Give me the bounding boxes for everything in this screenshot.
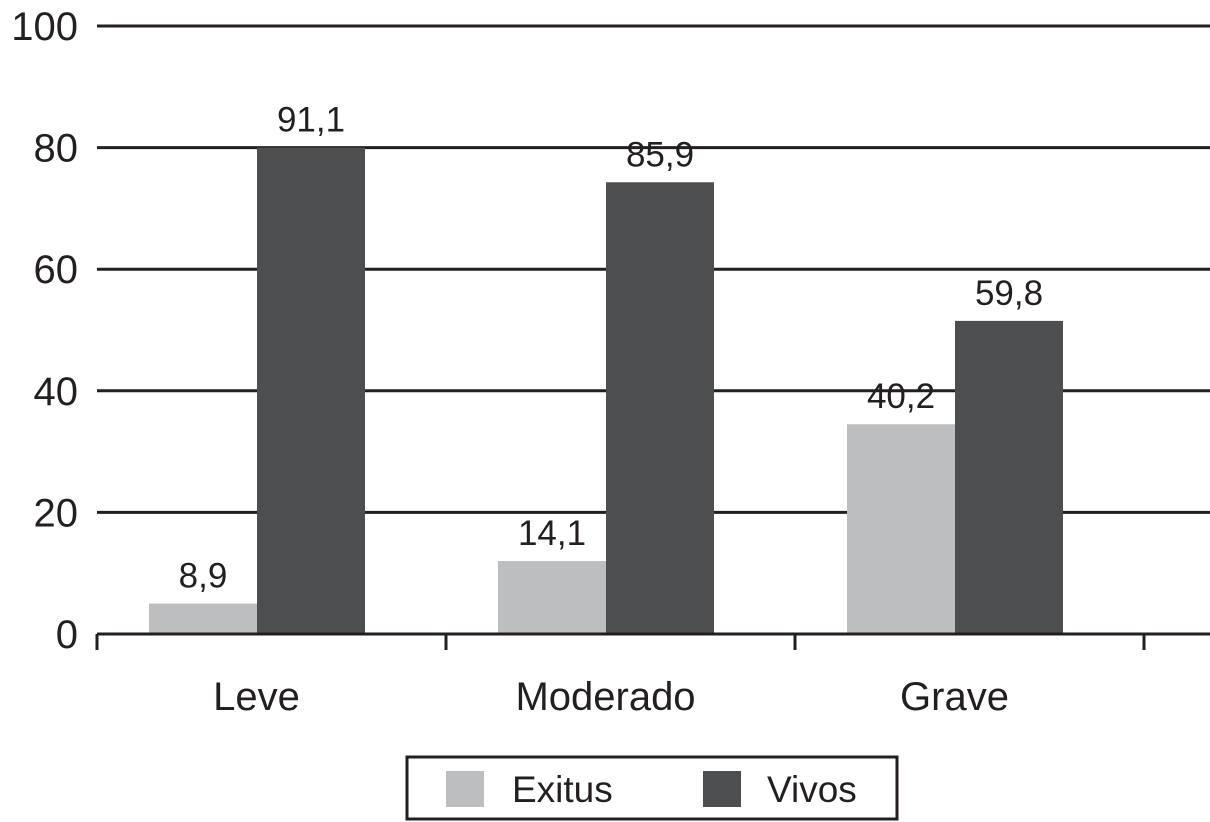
y-tick-label: 20	[34, 491, 79, 535]
y-tick-label: 80	[34, 127, 79, 171]
category-label: Moderado	[515, 675, 695, 719]
y-axis-ticks: 0 20 40 60 80 100	[11, 5, 78, 657]
category-label: Grave	[900, 675, 1009, 719]
x-axis	[95, 632, 1146, 650]
data-label: 85,9	[626, 135, 694, 174]
bar-vivos-leve	[257, 147, 365, 634]
category-labels: Leve Moderado Grave	[213, 675, 1009, 719]
data-label: 8,9	[179, 557, 228, 596]
legend-swatch-exitus	[446, 771, 484, 807]
data-label: 40,2	[867, 377, 935, 416]
data-label: 14,1	[518, 514, 586, 553]
bar-vivos-moderado	[606, 182, 714, 635]
bar-exitus-leve	[149, 603, 257, 634]
data-labels: 8,9 91,1 14,1 85,9 40,2 59,8	[179, 101, 1043, 596]
legend: Exitus Vivos	[405, 755, 899, 821]
bars	[149, 147, 1063, 635]
legend-label: Vivos	[767, 769, 857, 810]
y-tick-label: 40	[34, 370, 79, 414]
y-tick-label: 100	[11, 5, 78, 49]
legend-box	[405, 755, 899, 821]
bar-exitus-moderado	[498, 561, 606, 634]
bar-vivos-grave	[955, 320, 1063, 634]
y-tick-label: 60	[34, 248, 79, 292]
legend-swatch-vivos	[703, 771, 741, 807]
bar-exitus-grave	[847, 424, 955, 634]
y-tick-label: 0	[56, 613, 78, 657]
category-label: Leve	[213, 675, 300, 719]
data-label: 91,1	[277, 101, 345, 140]
legend-label: Exitus	[512, 769, 613, 810]
data-label: 59,8	[975, 274, 1043, 313]
